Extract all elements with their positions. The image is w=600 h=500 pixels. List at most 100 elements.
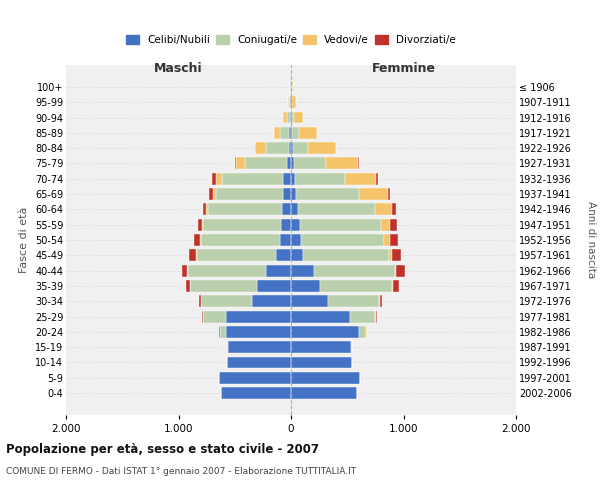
Bar [320, 280, 392, 292]
Bar [283, 173, 291, 184]
Bar [292, 96, 296, 108]
Bar [216, 188, 283, 200]
Bar [201, 296, 251, 307]
Bar [288, 96, 289, 108]
Bar [235, 158, 236, 170]
Bar [201, 234, 280, 246]
Bar [301, 234, 385, 246]
Bar [326, 158, 358, 170]
Bar [202, 218, 203, 230]
Bar [291, 356, 352, 368]
Bar [194, 234, 200, 246]
Bar [190, 280, 257, 292]
Bar [380, 296, 382, 307]
Bar [280, 234, 291, 246]
Bar [291, 142, 293, 154]
Bar [213, 188, 216, 200]
Bar [308, 142, 336, 154]
Bar [277, 250, 291, 262]
Bar [289, 96, 290, 108]
Bar [197, 218, 202, 230]
Bar [209, 188, 213, 200]
Bar [290, 96, 291, 108]
Bar [349, 310, 376, 322]
Text: Maschi: Maschi [154, 62, 203, 74]
Bar [289, 142, 291, 154]
Bar [375, 204, 392, 216]
Bar [359, 326, 367, 338]
Bar [221, 387, 291, 399]
Bar [291, 264, 314, 276]
Bar [291, 96, 292, 108]
Bar [203, 310, 226, 322]
Bar [280, 127, 289, 139]
Bar [328, 296, 379, 307]
Text: Femmine: Femmine [371, 62, 436, 74]
Bar [394, 280, 399, 292]
Bar [392, 204, 396, 216]
Bar [294, 112, 303, 124]
Bar [388, 188, 390, 200]
Bar [291, 188, 296, 200]
Bar [291, 372, 359, 384]
Bar [206, 204, 208, 216]
Bar [376, 173, 378, 184]
Bar [282, 204, 291, 216]
Bar [251, 296, 291, 307]
Bar [291, 112, 292, 124]
Bar [220, 326, 226, 338]
Bar [186, 280, 190, 292]
Bar [199, 296, 201, 307]
Bar [283, 188, 291, 200]
Bar [345, 173, 376, 184]
Bar [203, 204, 206, 216]
Bar [257, 280, 291, 292]
Bar [291, 387, 358, 399]
Bar [381, 218, 390, 230]
Bar [350, 341, 352, 353]
Bar [295, 173, 345, 184]
Bar [281, 218, 291, 230]
Text: COMUNE DI FERMO - Dati ISTAT 1° gennaio 2007 - Elaborazione TUTTITALIA.IT: COMUNE DI FERMO - Dati ISTAT 1° gennaio … [6, 468, 356, 476]
Bar [215, 173, 223, 184]
Bar [187, 264, 266, 276]
Bar [236, 158, 245, 170]
Bar [189, 250, 196, 262]
Bar [359, 188, 388, 200]
Bar [396, 264, 405, 276]
Bar [182, 264, 187, 276]
Bar [389, 250, 392, 262]
Y-axis label: Fasce di età: Fasce di età [19, 207, 29, 273]
Bar [291, 280, 320, 292]
Bar [255, 142, 266, 154]
Bar [203, 218, 281, 230]
Bar [291, 296, 328, 307]
Bar [291, 326, 359, 338]
Bar [292, 81, 293, 93]
Bar [300, 218, 381, 230]
Bar [197, 250, 277, 262]
Bar [283, 112, 287, 124]
Bar [296, 188, 359, 200]
Bar [299, 127, 317, 139]
Bar [202, 310, 203, 322]
Bar [291, 234, 301, 246]
Bar [226, 326, 291, 338]
Bar [228, 341, 291, 353]
Bar [298, 204, 375, 216]
Bar [390, 234, 398, 246]
Bar [376, 310, 377, 322]
Bar [292, 112, 294, 124]
Bar [289, 127, 291, 139]
Bar [379, 296, 380, 307]
Bar [200, 234, 201, 246]
Bar [287, 158, 291, 170]
Bar [385, 234, 390, 246]
Legend: Celibi/Nubili, Coniugati/e, Vedovi/e, Divorziati/e: Celibi/Nubili, Coniugati/e, Vedovi/e, Di… [126, 35, 456, 45]
Bar [274, 127, 280, 139]
Bar [293, 142, 308, 154]
Bar [227, 341, 228, 353]
Bar [208, 204, 282, 216]
Bar [212, 173, 215, 184]
Bar [287, 112, 290, 124]
